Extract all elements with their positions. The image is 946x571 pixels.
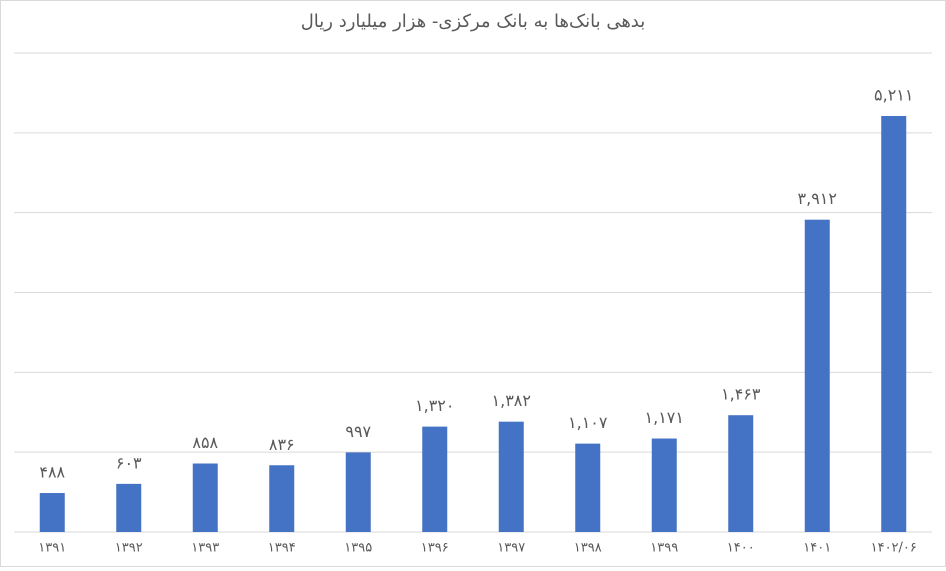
x-tick-label: ۱۳۹۸ <box>574 541 602 556</box>
value-label: ۸۳۶ <box>269 435 295 454</box>
bar <box>575 443 601 532</box>
x-tick-label: ۱۴۰۲/۰۶ <box>871 541 917 556</box>
x-tick-label: ۱۴۰۰ <box>727 541 755 556</box>
x-tick-label: ۱۳۹۵ <box>344 541 372 556</box>
chart-title: بدهی بانک‌ها به بانک مرکزی- هزار میلیارد… <box>301 11 646 32</box>
value-label: ۸۵۸ <box>192 433 218 452</box>
bar <box>422 426 448 532</box>
value-label: ۶۰۳ <box>116 453 142 472</box>
x-tick-label: ۱۴۰۱ <box>803 541 831 556</box>
x-tick-label: ۱۳۹۶ <box>421 541 449 556</box>
value-label: ۱,۳۸۲ <box>492 391 531 410</box>
value-label: ۵,۲۱۱ <box>874 85 913 104</box>
x-tick-label: ۱۳۹۳ <box>191 541 219 556</box>
value-label: ۱,۳۲۰ <box>415 396 454 415</box>
bar <box>345 452 371 532</box>
x-tick-label: ۱۳۹۹ <box>650 541 678 556</box>
x-tick-label: ۱۳۹۷ <box>497 541 525 556</box>
x-tick-label: ۱۳۹۴ <box>268 541 296 556</box>
value-label: ۹۹۷ <box>345 422 371 441</box>
x-tick-label: ۱۳۹۲ <box>115 541 143 556</box>
bar <box>728 415 754 532</box>
bar <box>116 483 142 532</box>
value-label: ۳,۹۱۲ <box>798 189 837 208</box>
bar <box>269 465 295 532</box>
value-label: ۱,۱۷۱ <box>645 408 684 427</box>
value-label: ۱,۱۰۷ <box>568 413 608 432</box>
x-tick-label: ۱۳۹۱ <box>38 541 66 556</box>
value-label: ۱,۴۶۳ <box>721 385 761 404</box>
bar <box>498 421 524 532</box>
bar <box>651 438 677 532</box>
bar <box>39 493 65 532</box>
bar <box>881 115 907 533</box>
bar <box>804 219 830 532</box>
value-label: ۴۸۸ <box>39 463 65 482</box>
bar <box>192 463 218 532</box>
